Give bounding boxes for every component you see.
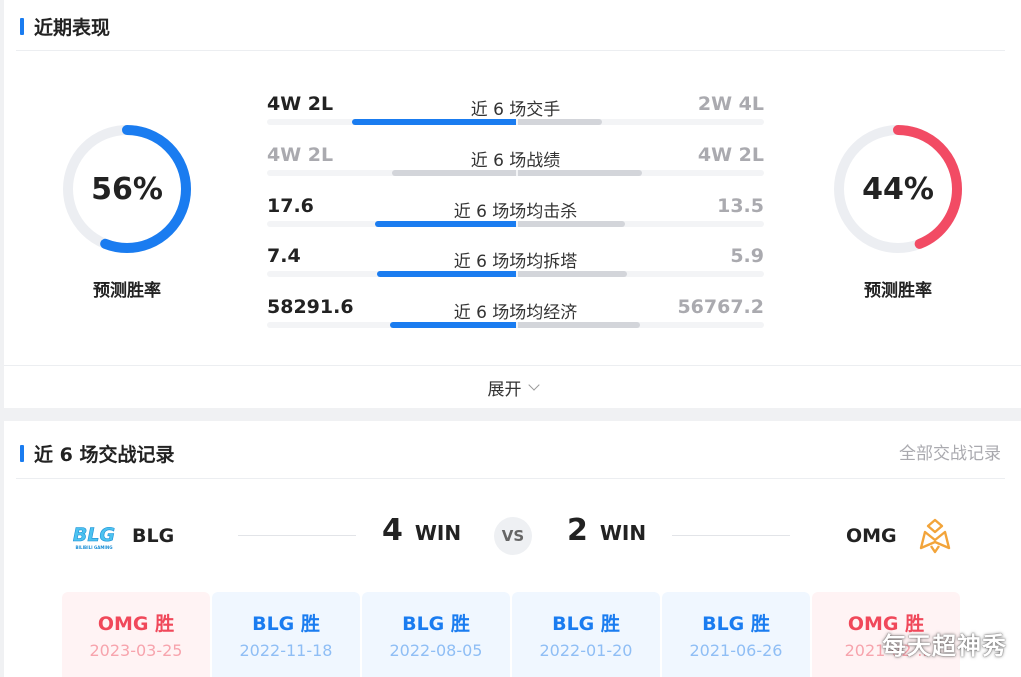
right-ring-svg (834, 125, 962, 253)
stat-left-fill (389, 322, 516, 328)
recent-performance-card: 近期表现 56% 预测胜率 44% 预测胜率 4W 2L 近 6 场交手 2W … (4, 0, 1021, 408)
team-left-win-label: WIN (414, 521, 462, 545)
left-win-rate-value: 56% (91, 171, 163, 207)
stat-label: 近 6 场场均击杀 (453, 202, 578, 222)
match-result: BLG 胜 (252, 613, 320, 635)
expand-button[interactable]: 展开 (4, 365, 1021, 408)
stat-left-value: 58291.6 (267, 296, 354, 318)
match-card[interactable]: BLG 胜 2022-11-18 (212, 592, 360, 677)
left-ring-progress (63, 125, 191, 253)
left-ring-svg (63, 125, 191, 253)
stat-compare-bar (267, 170, 764, 176)
match-result: BLG 胜 (552, 613, 620, 635)
match-date: 2022-01-20 (539, 641, 633, 660)
stat-row-avg-towers: 7.4 近 6 场场均拆塔 5.9 (267, 239, 764, 279)
match-history-card: 近 6 场交战记录 全部交战记录 BLG BILIBILI GAMING BLG… (4, 421, 1021, 677)
team-left-score: 4 WIN (382, 513, 461, 557)
right-win-rate-ring: 44% (831, 122, 965, 256)
stat-row-avg-kills: 17.6 近 6 场场均击杀 13.5 (267, 189, 764, 229)
chevron-down-icon (527, 378, 540, 391)
match-result: OMG 胜 (97, 613, 175, 635)
match-card[interactable]: OMG 胜 2023-03-25 (62, 592, 210, 677)
team-right-score: 2 WIN (567, 513, 646, 557)
omg-logo-part (926, 518, 943, 534)
match-date: 2021-02-.. (844, 641, 928, 660)
watermark: 每天超神秀 (882, 632, 1007, 660)
stat-compare-bar (267, 271, 764, 277)
omg-logo-icon (919, 518, 950, 554)
stat-right-value: 4W 2L (697, 144, 764, 166)
stat-label: 近 6 场场均拆塔 (453, 252, 578, 272)
right-ring-progress (834, 125, 962, 253)
expand-label: 展开 (487, 379, 522, 400)
stat-row-head-to-head: 4W 2L 近 6 场交手 2W 4L (267, 87, 764, 127)
blg-logo-subtext: BILIBILI GAMING (75, 545, 112, 550)
match-result: OMG 胜 (847, 613, 925, 635)
right-win-rate-value: 44% (862, 171, 934, 207)
section-title-history: 近 6 场交战记录 (20, 441, 175, 466)
all-matches-link[interactable]: 全部交战记录 (899, 444, 1001, 464)
match-card[interactable]: BLG 胜 2022-01-20 (512, 592, 660, 677)
recent-title: 近期表现 (34, 16, 111, 39)
match-card[interactable]: BLG 胜 2022-08-05 (362, 592, 510, 677)
stat-right-fill (517, 322, 640, 328)
team-right[interactable]: OMG (846, 516, 955, 556)
match-date: 2022-08-05 (389, 641, 483, 660)
title-accent-bar (20, 17, 24, 35)
left-win-rate-ring: 56% (60, 122, 194, 256)
match-result: BLG 胜 (402, 613, 470, 635)
stat-left-value: 17.6 (267, 195, 314, 217)
stat-compare-bar (267, 119, 764, 125)
stat-label: 近 6 场场均经济 (453, 303, 578, 323)
omg-logo-part (919, 530, 950, 550)
stat-left-fill (391, 170, 516, 176)
left-win-rate-label: 预测胜率 (93, 281, 161, 301)
blg-logo-icon: BLG BILIBILI GAMING (73, 524, 116, 550)
divider (16, 50, 1005, 51)
stat-left-fill (376, 271, 516, 277)
stat-right-value: 13.5 (717, 195, 764, 217)
blg-logo-text: BLG (73, 524, 115, 546)
team-left[interactable]: BLG BILIBILI GAMING BLG (66, 516, 175, 556)
match-date: 2023-03-25 (89, 641, 183, 660)
team-right-wins: 2 (567, 513, 588, 548)
title-accent-bar (20, 444, 24, 462)
vs-badge: VS (494, 517, 532, 555)
match-date: 2022-11-18 (239, 641, 333, 660)
team-right-win-label: WIN (599, 521, 647, 545)
stat-row-record: 4W 2L 近 6 场战绩 4W 2L (267, 138, 764, 178)
section-title-recent: 近期表现 (20, 14, 111, 39)
match-card[interactable]: BLG 胜 2021-06-26 (662, 592, 810, 677)
stat-left-value: 4W 2L (267, 93, 334, 115)
match-date: 2021-06-26 (689, 641, 783, 660)
stat-label: 近 6 场战绩 (470, 151, 561, 171)
stat-right-value: 2W 4L (697, 93, 764, 115)
omg-logo-part (929, 545, 940, 554)
stat-compare-bar (267, 322, 764, 328)
match-card[interactable]: OMG 胜 2021-02-.. (812, 592, 960, 677)
stat-right-fill (517, 170, 642, 176)
match-result: BLG 胜 (702, 613, 770, 635)
stat-left-fill (374, 221, 516, 227)
stat-left-fill (351, 119, 516, 125)
divider (16, 478, 1005, 479)
stat-left-value: 4W 2L (267, 144, 334, 166)
stat-right-value: 56767.2 (677, 296, 764, 318)
team-left-wins: 4 (382, 513, 403, 548)
stat-right-fill (517, 271, 627, 277)
right-win-rate-label: 预测胜率 (864, 281, 932, 301)
team-right-name: OMG (846, 525, 897, 547)
team-left-name: BLG (132, 525, 175, 547)
stat-row-avg-gold: 58291.6 近 6 场场均经济 56767.2 (267, 290, 764, 330)
stat-compare-bar (267, 221, 764, 227)
stat-left-value: 7.4 (267, 245, 301, 267)
stat-right-fill (517, 221, 625, 227)
stat-label: 近 6 场交手 (470, 100, 561, 120)
stat-right-fill (517, 119, 602, 125)
stat-right-value: 5.9 (730, 245, 764, 267)
separator-line-right (672, 535, 790, 536)
history-title: 近 6 场交战记录 (34, 443, 175, 466)
separator-line-left (238, 535, 356, 536)
